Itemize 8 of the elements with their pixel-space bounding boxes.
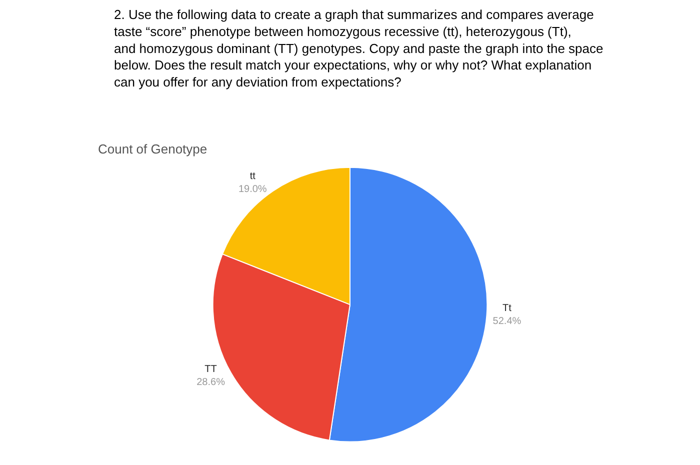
chart-title: Count of Genotype: [98, 141, 208, 156]
slice-label: TT: [204, 364, 217, 375]
slice-label: Tt: [502, 302, 512, 314]
slice-label: tt: [250, 170, 256, 182]
data-label: 52.4%: [492, 316, 522, 327]
text: 2. Use the following data to create a graph that summarizes and compares average taste “score” phenotype between homozygous recessive (tt), heterozygous (Tt), and homozygous dominant (TT) genotypes. Copy and paste the graph into the space below. Does the result match your expectations, why or why not? What explanation can you offer for any deviation from expectations?: [114, 7, 604, 90]
data-label: 28.6%: [196, 376, 226, 388]
data-label: 19.0%: [238, 184, 267, 195]
